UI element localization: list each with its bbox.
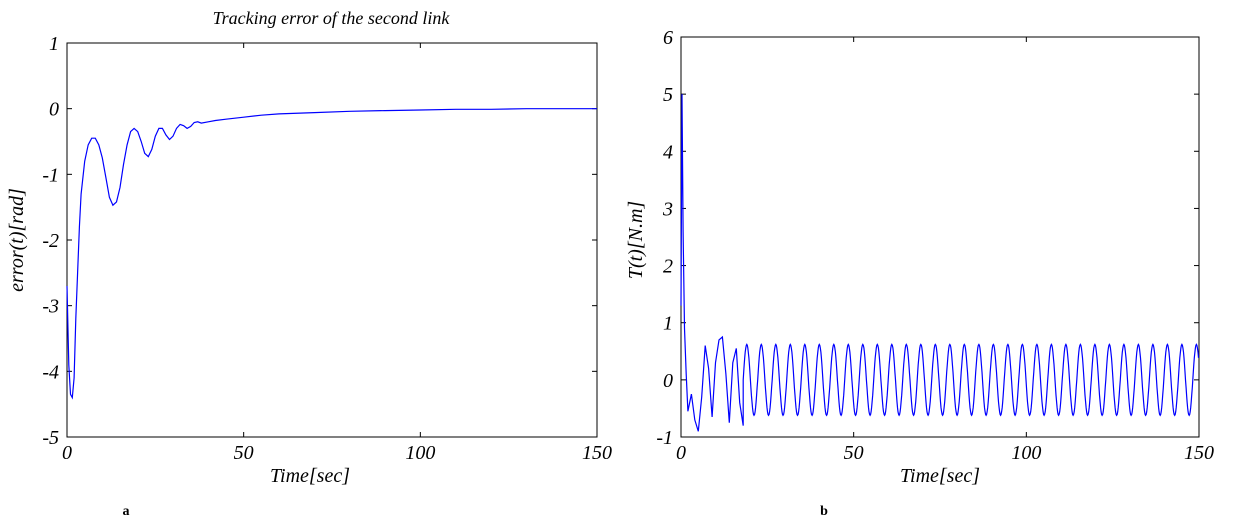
panel-a-y-axis-label: error(t)[rad] <box>6 188 28 292</box>
panel-a-plot-frame <box>66 42 598 438</box>
panel-b-ytick-label: 2 <box>663 256 673 278</box>
panel-a: Tracking error of the second link 0 50 100… <box>6 8 612 519</box>
panel-b-ytick-label: 1 <box>663 313 673 335</box>
panel-a-ytick-label: -5 <box>42 427 59 449</box>
panel-b-ytick-label: 0 <box>663 370 673 392</box>
panel-b-xtick-label: 150 <box>1184 442 1214 464</box>
panel-a-xtick-label: 0 <box>62 442 72 464</box>
panel-a-xtick-label: 100 <box>405 442 435 464</box>
panel-a-title: Tracking error of the second link <box>213 8 451 28</box>
panel-a-ytick-label: -4 <box>42 361 59 383</box>
panel-b-ytick-label: 5 <box>663 84 673 106</box>
panel-b-series-line <box>680 94 1200 432</box>
panel-a-xtick-label: 150 <box>582 442 612 464</box>
panel-a-label: a <box>123 504 130 519</box>
panel-b-ytick-label: -1 <box>656 427 673 449</box>
panel-a-ytick-label: 0 <box>49 99 59 121</box>
panel-b-ytick-label: 4 <box>663 141 673 163</box>
panel-b-xtick-label: 50 <box>844 442 864 464</box>
panel-a-ytick-label: -1 <box>42 164 59 186</box>
panel-b-ytick-label: 6 <box>663 27 673 49</box>
panel-a-ticks: 0 50 100 150 -5 -4 -3 -2 -1 0 1 <box>42 33 612 464</box>
panel-b-plot-frame <box>680 36 1200 438</box>
panel-b-xtick-label: 0 <box>676 442 686 464</box>
panel-b-x-axis-label: Time[sec] <box>900 465 980 487</box>
panel-a-ytick-label: 1 <box>49 33 59 55</box>
panel-a-x-axis-label: Time[sec] <box>270 465 350 487</box>
panel-b-y-axis-label: T(t)[N.m] <box>625 201 647 279</box>
panel-a-xtick-label: 50 <box>234 442 254 464</box>
panel-b-xtick-label: 100 <box>1011 442 1041 464</box>
panel-b-ytick-label: 3 <box>662 198 673 220</box>
panel-b-label: b <box>820 504 828 519</box>
panel-a-series-line <box>66 108 597 400</box>
panel-a-ytick-label: -2 <box>42 230 59 252</box>
panel-a-ytick-label: -3 <box>42 296 59 318</box>
